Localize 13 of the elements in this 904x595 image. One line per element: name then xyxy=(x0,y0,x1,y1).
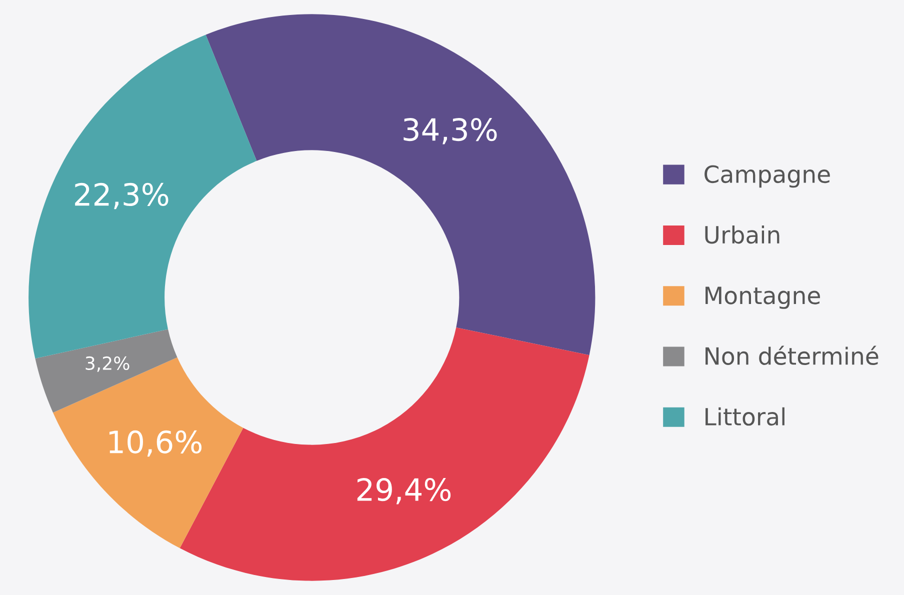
legend-label: Montagne xyxy=(706,286,820,309)
data-label: 3,2% xyxy=(86,356,130,372)
data-label: 29,4% xyxy=(357,478,451,504)
legend-label: Urbain xyxy=(705,225,780,244)
data-label: 22,3% xyxy=(75,182,168,210)
data-label: 10,6% xyxy=(109,430,202,457)
legend-label: Non déterminé xyxy=(706,346,878,365)
data-label: 34,3% xyxy=(404,118,497,144)
donut-slice xyxy=(35,329,178,413)
legend-label: Campagne xyxy=(704,165,830,188)
donut-slice xyxy=(53,357,244,548)
donut-slice xyxy=(206,14,596,356)
legend-label: Littoral xyxy=(706,407,784,426)
